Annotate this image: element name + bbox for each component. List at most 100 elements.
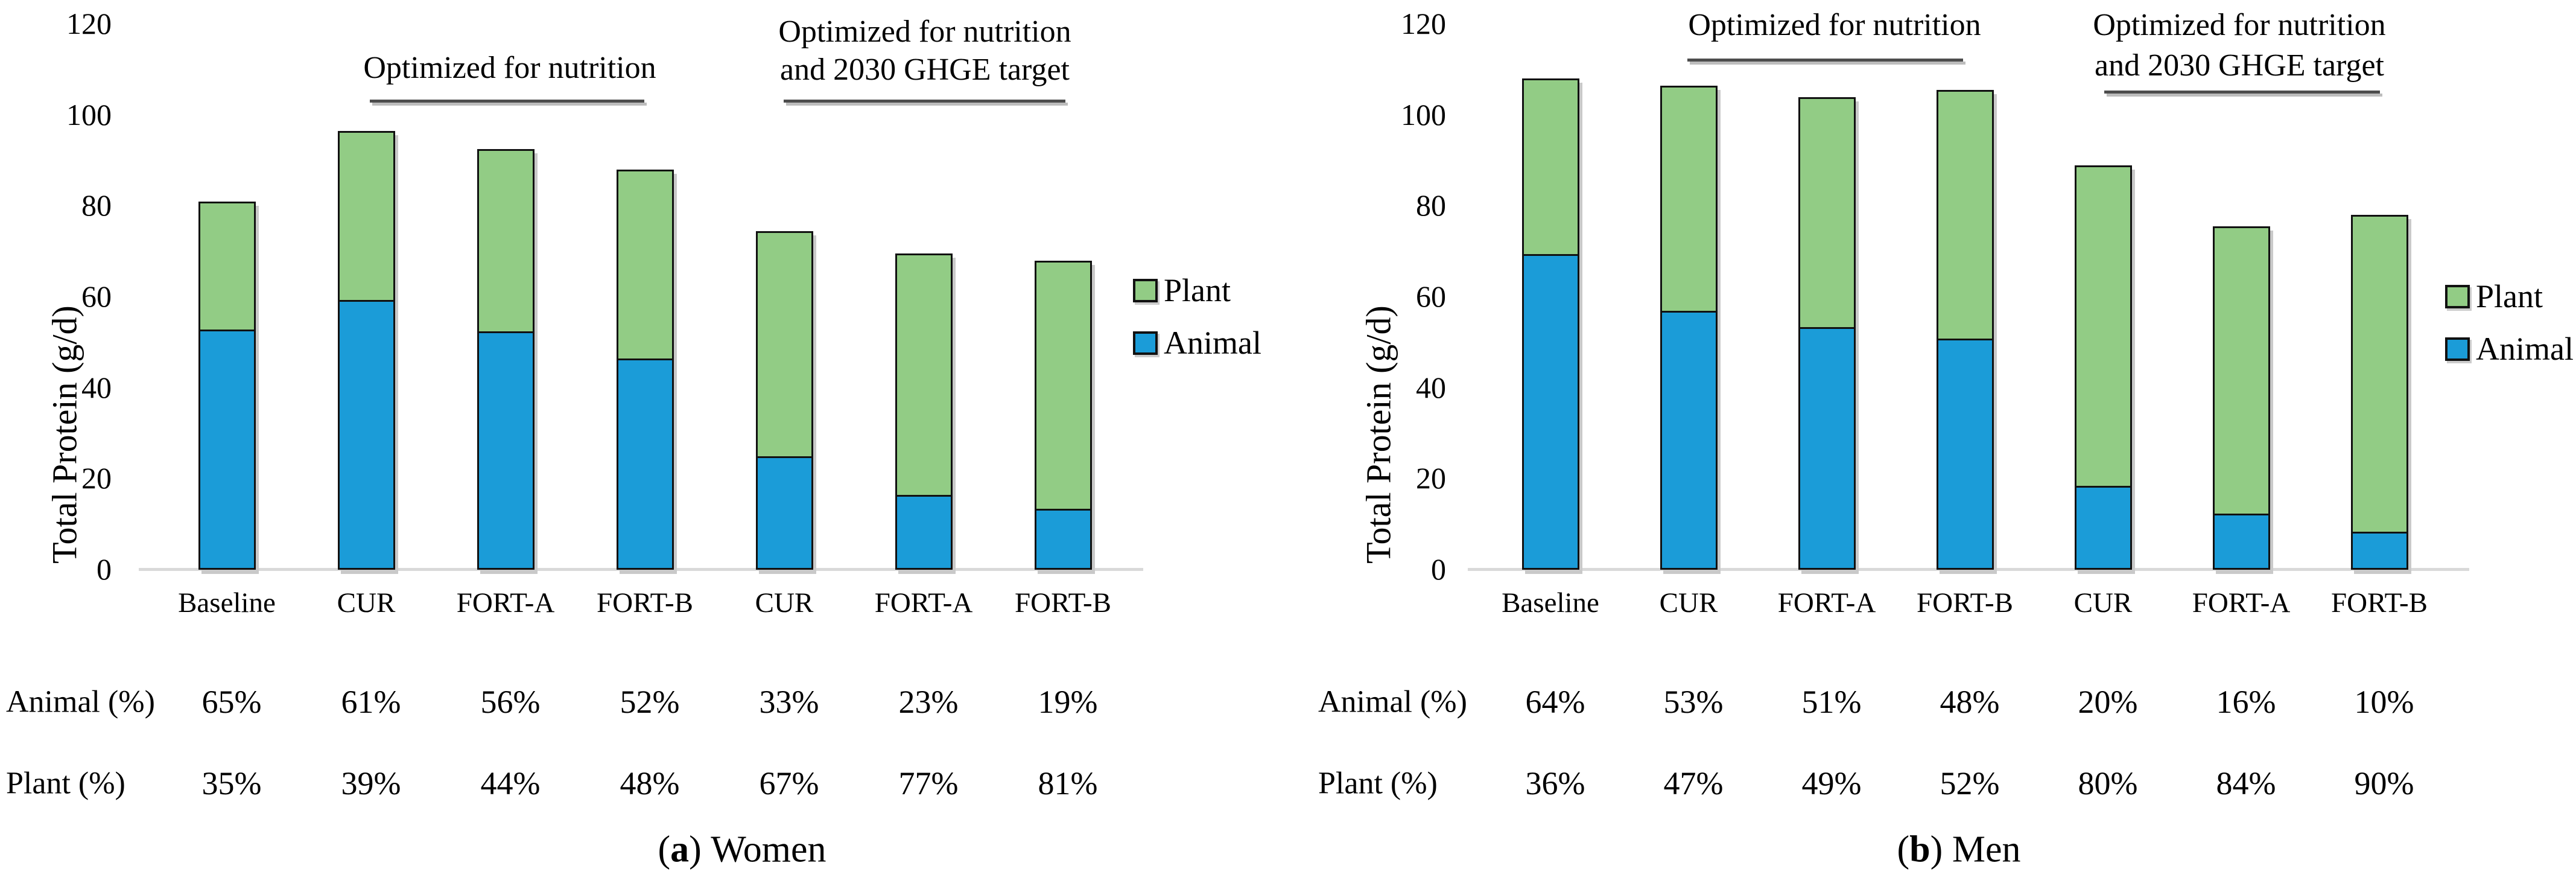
- animal-pct-value: 53%: [1663, 684, 1724, 720]
- bar-animal-segment: [757, 456, 811, 568]
- annotation-underline: [784, 100, 1065, 103]
- animal-pct-value: 61%: [341, 684, 401, 720]
- table-row-label-animal: Animal (%): [1318, 684, 1467, 719]
- bar-animal-segment: [1800, 327, 1854, 568]
- bar-animal-segment: [1661, 311, 1716, 568]
- table-row-label-animal: Animal (%): [6, 684, 155, 719]
- y-tick-label: 40: [81, 370, 112, 404]
- plant-pct-value: 77%: [898, 765, 959, 801]
- legend-item-animal: Animal: [2445, 330, 2574, 368]
- plant-pct-value: 52%: [1940, 765, 2000, 801]
- category-label: FORT-A: [456, 587, 555, 619]
- category-label: CUR: [755, 587, 814, 619]
- annotation-ghge-line2: and 2030 GHGE target: [780, 53, 1070, 87]
- bar-animal-segment: [339, 299, 393, 568]
- legend-item-animal: Animal: [1133, 324, 1261, 362]
- y-tick-label: 120: [66, 6, 112, 40]
- animal-pct-value: 19%: [1038, 684, 1098, 720]
- caption-paren: ): [689, 829, 702, 870]
- legend-label-animal: Animal: [1164, 325, 1261, 361]
- y-tick-label: 100: [66, 97, 112, 132]
- plant-pct-value: 49%: [1801, 765, 1862, 801]
- y-tick-label: 80: [1416, 188, 1446, 223]
- subfigure-caption: (b) Men: [1897, 829, 2021, 871]
- y-tick-label: 100: [1401, 97, 1446, 132]
- y-axis-title: Total Protein (g/d): [1359, 305, 1398, 564]
- animal-pct-value: 23%: [898, 684, 959, 720]
- bar-fort-a: [1798, 97, 1856, 570]
- caption-paren: (: [658, 829, 671, 870]
- plant-pct-value: 90%: [2354, 765, 2414, 801]
- animal-pct-value: 20%: [2078, 684, 2138, 720]
- animal-swatch-icon: [2445, 337, 2470, 361]
- category-label: FORT-B: [2330, 587, 2428, 619]
- legend-label-plant: Plant: [2476, 278, 2543, 314]
- bar-animal-segment: [2214, 513, 2268, 568]
- bar-animal-segment: [618, 358, 672, 568]
- animal-pct-value: 16%: [2216, 684, 2276, 720]
- caption-word: Men: [1952, 829, 2021, 870]
- annotation-underline: [1687, 59, 1963, 62]
- category-label: CUR: [1659, 587, 1718, 619]
- bar-animal-segment: [2076, 486, 2130, 568]
- bar-baseline: [198, 201, 256, 570]
- subfigure-caption: (a) Women: [658, 829, 826, 871]
- category-label: CUR: [2073, 587, 2133, 619]
- y-axis-title: Total Protein (g/d): [45, 305, 84, 564]
- animal-pct-value: 48%: [1940, 684, 2000, 720]
- caption-paren: (: [1897, 829, 1910, 870]
- plant-pct-value: 84%: [2216, 765, 2276, 801]
- bar-fort-b: [1034, 260, 1092, 570]
- bar-fort-b: [2350, 215, 2408, 570]
- legend-label-plant: Plant: [1164, 272, 1231, 308]
- y-tick-label: 60: [1416, 279, 1446, 313]
- plant-pct-value: 80%: [2078, 765, 2138, 801]
- plant-pct-value: 35%: [201, 765, 262, 801]
- plant-pct-value: 81%: [1038, 765, 1098, 801]
- plant-pct-value: 67%: [759, 765, 819, 801]
- annotation-ghge-line2: and 2030 GHGE target: [2095, 48, 2384, 83]
- y-tick-label: 0: [97, 552, 112, 586]
- animal-pct-value: 33%: [759, 684, 819, 720]
- y-tick-label: 20: [1416, 461, 1446, 495]
- bar-fort-b: [1936, 90, 1994, 570]
- chart-panel-men: Total Protein (g/d) Optimized for nutrit…: [1288, 0, 2576, 889]
- plant-pct-value: 44%: [480, 765, 541, 801]
- bar-animal-segment: [478, 331, 533, 568]
- bar-animal-segment: [1523, 254, 1578, 568]
- annotation-underline: [370, 100, 644, 103]
- bar-animal-segment: [1938, 338, 1992, 568]
- y-tick-label: 60: [81, 279, 112, 313]
- table-row-label-plant: Plant (%): [1318, 766, 1438, 801]
- animal-pct-value: 10%: [2354, 684, 2414, 720]
- category-label: Baseline: [178, 587, 276, 619]
- caption-paren: ): [1930, 829, 1943, 870]
- bar-cur: [1660, 85, 1718, 570]
- bar-cur: [337, 131, 395, 570]
- bar-animal-segment: [1036, 509, 1090, 568]
- animal-pct-value: 65%: [201, 684, 262, 720]
- category-label: FORT-A: [2192, 587, 2291, 619]
- plant-pct-value: 48%: [620, 765, 680, 801]
- y-tick-label: 40: [1416, 370, 1446, 404]
- animal-pct-value: 64%: [1525, 684, 1585, 720]
- annotation-optimized-nutrition: Optimized for nutrition: [363, 51, 656, 85]
- annotation-ghge-line1: Optimized for nutrition: [778, 14, 1071, 49]
- category-label: FORT-B: [1916, 587, 2013, 619]
- bar-animal-segment: [896, 495, 951, 568]
- legend-item-plant: Plant: [2445, 278, 2543, 315]
- y-tick-label: 80: [81, 188, 112, 223]
- bar-cur: [755, 231, 813, 570]
- chart-panel-women: Total Protein (g/d) Optimized for nutrit…: [6, 6, 1261, 871]
- plant-pct-value: 47%: [1663, 765, 1724, 801]
- category-label: FORT-B: [1014, 587, 1111, 619]
- caption-word: Women: [711, 829, 826, 870]
- table-row-label-plant: Plant (%): [6, 766, 125, 801]
- bar-fort-a: [895, 253, 953, 570]
- bar-baseline: [1521, 78, 1579, 570]
- bar-fort-b: [616, 170, 674, 570]
- animal-pct-value: 52%: [620, 684, 680, 720]
- category-label: FORT-A: [1777, 587, 1876, 619]
- legend-label-animal: Animal: [2476, 331, 2574, 367]
